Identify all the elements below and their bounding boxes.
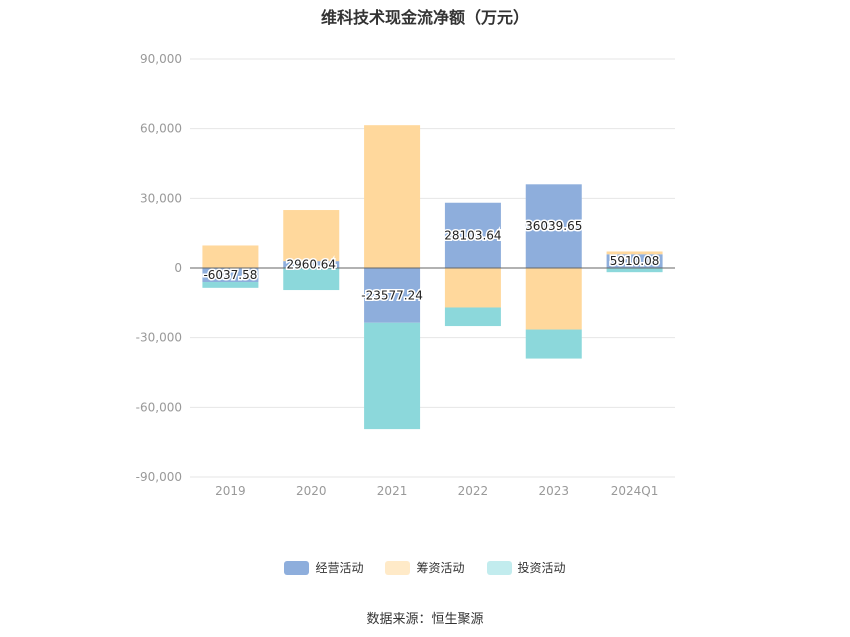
- bar-financing: [525, 268, 582, 330]
- data-label: 28103.64: [444, 228, 501, 242]
- bar-operating: [606, 254, 663, 268]
- x-tick-label: 2020: [296, 484, 327, 498]
- legend-label-financing: 筹资活动: [416, 561, 465, 575]
- legend-label-operating: 经营活动: [315, 561, 364, 575]
- bar-investing: [444, 307, 501, 327]
- bar-financing: [444, 268, 501, 308]
- bar-investing: [606, 268, 663, 273]
- y-tick-label: 90,000: [140, 52, 182, 66]
- x-tick-label: 2024Q1: [611, 484, 659, 498]
- y-tick-label: -60,000: [136, 400, 182, 414]
- x-tick-label: 2023: [538, 484, 569, 498]
- data-label: -6037.58: [203, 268, 257, 282]
- bar-operating: [364, 268, 421, 323]
- y-axis: 90,000 60,000 30,000 0 -30,000 -60,000 -90,000: [136, 52, 182, 484]
- data-label: 2960.64: [286, 258, 336, 272]
- legend-swatch-financing: [385, 560, 411, 575]
- data-label: 5910.08: [610, 254, 660, 268]
- data-labels: -6037.58 2960.64 -23577.24 28103.64 36039.65…: [202, 218, 661, 304]
- x-tick-label: 2019: [215, 484, 246, 498]
- legend: 经营活动 筹资活动 投资活动: [0, 559, 850, 576]
- legend-swatch-operating: [284, 560, 310, 575]
- legend-item-investing[interactable]: 投资活动: [486, 559, 566, 576]
- bar-financing: [606, 251, 663, 255]
- legend-item-financing[interactable]: 筹资活动: [385, 559, 465, 576]
- bar-financing: [364, 125, 421, 268]
- x-tick-label: 2021: [377, 484, 408, 498]
- bar-financing: [202, 245, 259, 268]
- data-label: 36039.65: [525, 219, 582, 233]
- chart-title: 维科技术现金流净额（万元）: [320, 8, 529, 27]
- bar-operating: [283, 261, 340, 268]
- x-axis: 2019 2020 2021 2022 2023 2024Q1: [215, 484, 658, 498]
- bar-investing: [525, 329, 582, 359]
- bar-investing: [364, 322, 421, 430]
- bar-financing: [283, 210, 340, 262]
- y-tick-label: -30,000: [136, 331, 182, 345]
- bar-marks: [202, 125, 663, 430]
- bar-investing: [202, 282, 259, 288]
- legend-label-investing: 投资活动: [517, 561, 566, 575]
- legend-swatch-investing: [486, 560, 512, 575]
- bar-investing: [283, 268, 340, 291]
- y-tick-label: 0: [174, 261, 182, 275]
- legend-item-operating[interactable]: 经营活动: [284, 559, 363, 576]
- bar-operating: [202, 268, 259, 283]
- bar-operating: [525, 184, 582, 268]
- grid-lines: [190, 58, 675, 478]
- y-tick-label: -90,000: [136, 470, 182, 484]
- data-source: 数据来源：恒生聚源: [366, 612, 484, 627]
- y-tick-label: 60,000: [140, 122, 182, 136]
- y-tick-label: 30,000: [140, 191, 182, 205]
- x-tick-label: 2022: [458, 484, 489, 498]
- data-label: -23577.24: [361, 288, 423, 302]
- bar-operating: [444, 202, 501, 268]
